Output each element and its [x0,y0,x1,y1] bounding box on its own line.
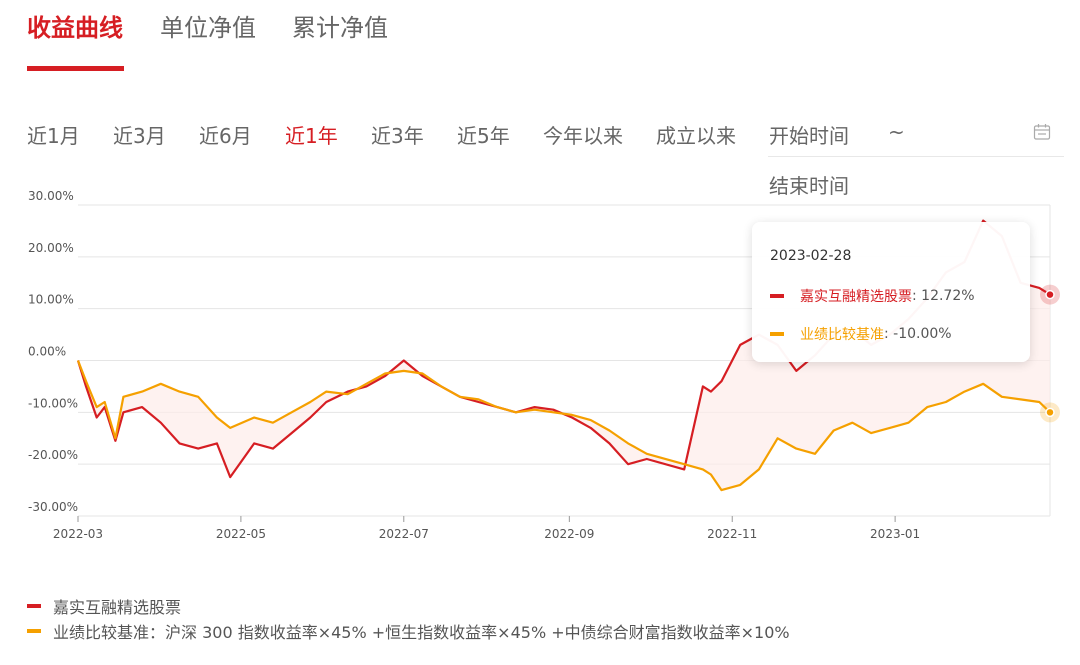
tooltip-date: 2023-02-28 [770,248,852,264]
benchmark-series-line [76,360,1051,492]
y-tick-label: -20.00% [28,448,78,462]
benchmark-marker [1045,407,1055,418]
x-tick-label: 2023-01 [870,527,920,541]
benchmark-swatch [770,332,784,336]
y-tick-label: 0.00% [28,345,66,359]
x-tick-label: 2022-07 [379,527,429,541]
y-tick-label: -10.00% [28,396,78,410]
legend-item-fund[interactable]: 嘉实互融精选股票 [27,594,181,618]
range-3-years[interactable]: 近3年 [371,124,424,148]
legend-item-benchmark[interactable]: 业绩比较基准：沪深 300 指数收益率×45% +恒生指数收益率×45% +中债… [27,619,790,643]
chart-tooltip: 2023-02-28 嘉实互融精选股票 : 12.72% 业绩比较基准 : -1… [752,222,1030,362]
end-date-field[interactable]: 结束时间 [769,174,849,198]
fund-marker [1045,289,1055,300]
tooltip-row-benchmark: 业绩比较基准 : -10.00% [770,324,952,344]
tab-unit-nav[interactable]: 单位净值 [160,14,256,42]
range-5-years[interactable]: 近5年 [457,124,510,148]
tooltip-benchmark-value: : -10.00% [884,326,952,342]
hover-markers [1040,284,1060,423]
legend-benchmark-label: 业绩比较基准：沪深 300 指数收益率×45% +恒生指数收益率×45% +中债… [53,623,790,642]
y-tick-label: 10.00% [28,293,74,307]
tooltip-benchmark-name: 业绩比较基准 [800,327,884,343]
range-since-inception[interactable]: 成立以来 [656,124,736,148]
legend-fund-swatch [27,604,41,608]
date-field-divider [768,156,1064,157]
y-tick-label: 30.00% [28,189,74,203]
range-1-month[interactable]: 近1月 [27,124,80,148]
fund-swatch [770,294,784,298]
legend-benchmark-swatch [27,629,41,633]
legend-fund-label: 嘉实互融精选股票 [53,598,182,617]
y-tick-label: -30.00% [28,500,78,514]
x-tick-label: 2022-03 [53,527,103,541]
active-tab-indicator [27,66,124,71]
x-tick-label: 2022-09 [544,527,594,541]
x-tick-label: 2022-05 [216,527,266,541]
y-tick-label: 20.00% [28,241,74,255]
chart-fill-area [78,220,1050,491]
range-6-months[interactable]: 近6月 [199,124,252,148]
calendar-icon[interactable] [1033,123,1051,141]
view-tabs: 收益曲线 单位净值 累计净值 [0,0,1080,80]
x-axis-ticks: 2022-03 2022-05 2022-07 2022-09 2022-11 2023-… [53,516,920,541]
between-series-fill [78,220,1050,491]
tooltip-fund-value: : 12.72% [912,288,975,304]
tab-return-curve[interactable]: 收益曲线 [27,14,123,42]
range-year-to-date[interactable]: 今年以来 [543,124,623,148]
tab-accumulated-nav[interactable]: 累计净值 [292,14,388,42]
range-3-months[interactable]: 近3月 [113,124,166,148]
start-date-field[interactable]: 开始时间 [769,124,849,148]
return-chart[interactable]: 30.00% 20.00% 10.00% 0.00% -10.00% -20.00% -30… [0,180,1080,550]
date-separator: ~ [888,120,905,144]
y-axis-ticks: 30.00% 20.00% 10.00% 0.00% -10.00% -20.00% -30… [28,189,78,514]
tooltip-fund-name: 嘉实互融精选股票 [800,289,912,305]
tooltip-row-fund: 嘉实互融精选股票 : 12.72% [770,286,975,306]
x-tick-label: 2022-11 [707,527,757,541]
range-1-year[interactable]: 近1年 [285,124,338,148]
